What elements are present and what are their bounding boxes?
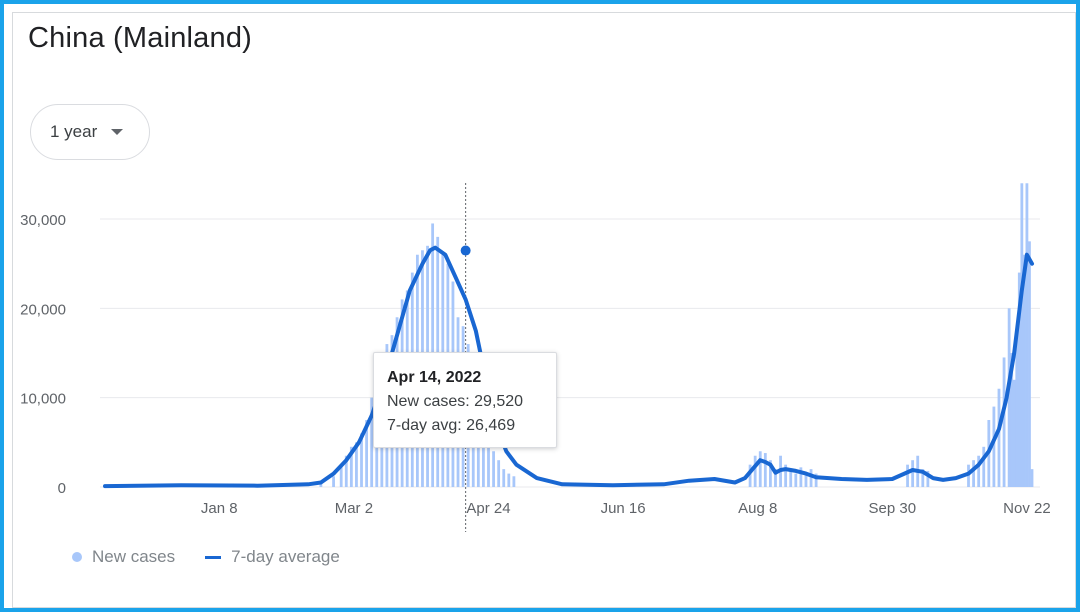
case-bar	[774, 469, 777, 487]
case-bar	[804, 473, 808, 487]
time-range-label: 1 year	[50, 122, 98, 141]
x-tick-label: Apr 24	[466, 500, 510, 517]
case-bar	[926, 470, 930, 487]
case-bar	[911, 460, 915, 487]
case-bar	[332, 476, 335, 487]
case-bar	[1020, 183, 1024, 487]
x-tick-label: Jan 8	[201, 500, 238, 517]
case-bar	[921, 469, 925, 487]
case-bar	[1030, 469, 1034, 487]
time-range-dropdown[interactable]: 1 year	[30, 104, 150, 160]
chart-card	[12, 12, 1076, 608]
highlight-point	[460, 245, 471, 256]
case-bar	[784, 464, 788, 487]
case-bar	[982, 446, 986, 487]
chart-title: China (Mainland)	[28, 22, 253, 54]
case-bar	[809, 469, 813, 487]
case-bar	[487, 437, 490, 487]
case-bar	[769, 460, 772, 487]
case-bar	[1007, 308, 1011, 487]
case-bar	[794, 473, 798, 487]
case-bar	[789, 469, 793, 487]
case-bar	[992, 406, 996, 487]
legend-new-cases-label: New cases	[92, 547, 176, 566]
case-bar	[370, 397, 374, 487]
case-bar	[349, 446, 353, 487]
case-bar	[1012, 379, 1016, 487]
case-bar	[344, 455, 348, 487]
x-tick-label: Nov 22	[1003, 500, 1051, 517]
tooltip-date: Apr 14, 2022	[387, 369, 482, 386]
case-bar	[1022, 254, 1026, 487]
case-bar	[906, 464, 909, 487]
tooltip-new-cases: New cases: 29,520	[387, 393, 524, 410]
case-bar	[492, 451, 495, 487]
case-bar	[502, 469, 506, 487]
case-bar	[799, 467, 803, 487]
case-bar	[365, 420, 368, 487]
case-bar	[1015, 335, 1019, 487]
x-tick-label: Mar 2	[335, 500, 373, 517]
case-bar	[1028, 241, 1031, 487]
caret-down-icon	[111, 129, 124, 135]
x-tick-label: Aug 8	[738, 500, 777, 517]
tooltip-avg: 7-day avg: 26,469	[387, 417, 516, 434]
case-bar	[972, 460, 975, 487]
x-tick-label: Sep 30	[869, 500, 917, 517]
legend-avg-marker	[205, 555, 222, 559]
case-bar	[512, 476, 516, 487]
case-bar	[1025, 183, 1029, 487]
case-bar	[339, 464, 343, 487]
case-bar	[814, 473, 818, 487]
case-bar	[507, 473, 511, 487]
y-tick-label: 10,000	[20, 391, 66, 408]
legend-new-cases-marker	[72, 552, 82, 562]
case-bar	[753, 455, 757, 487]
case-bar	[482, 424, 485, 487]
chart-legend: New cases 7-day average	[72, 546, 340, 568]
case-bar	[1002, 357, 1006, 487]
y-tick-label: 0	[58, 480, 66, 497]
case-bar	[355, 442, 358, 487]
case-bar	[977, 455, 981, 487]
avg-line	[103, 245, 1034, 489]
hover-tooltip: Apr 14, 2022 New cases: 29,520 7-day avg…	[373, 352, 557, 448]
case-bar	[1017, 272, 1021, 487]
case-bar	[997, 388, 1001, 487]
x-tick-label: Jun 16	[601, 500, 646, 517]
y-tick-label: 30,000	[20, 212, 66, 229]
case-bar	[758, 451, 762, 487]
case-bar	[763, 453, 767, 487]
case-bar	[748, 464, 752, 487]
y-tick-label: 20,000	[20, 301, 66, 318]
case-bar	[1010, 353, 1014, 487]
legend-avg-label: 7-day average	[231, 547, 340, 566]
case-bar	[497, 460, 501, 487]
case-bar	[360, 433, 363, 487]
case-bar	[967, 464, 970, 487]
